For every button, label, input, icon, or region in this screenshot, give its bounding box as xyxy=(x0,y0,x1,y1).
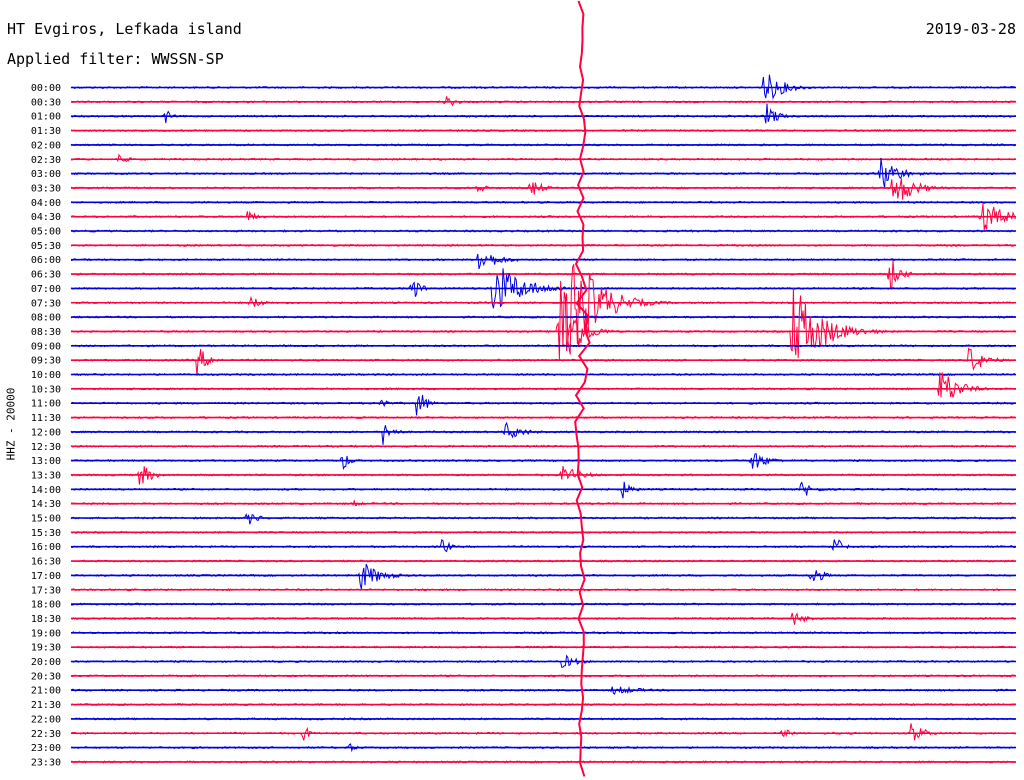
trace-line xyxy=(70,74,1016,100)
hour-tick-label: 23:30 xyxy=(31,757,61,768)
trace-line xyxy=(70,103,1016,124)
hour-tick-label: 02:30 xyxy=(31,155,61,166)
hour-tick-label: 17:00 xyxy=(31,571,61,582)
hour-tick-label: 20:30 xyxy=(31,671,61,682)
trace-line xyxy=(70,178,1016,200)
hour-tick-label: 01:30 xyxy=(31,126,61,137)
hour-tick-label: 05:00 xyxy=(31,227,61,238)
station-title: HT Evgiros, Lefkada island xyxy=(7,20,242,38)
trace-line xyxy=(71,280,1016,360)
trace-line xyxy=(70,253,1016,270)
hour-tick-label: 03:00 xyxy=(31,169,61,180)
hour-tick-label: 18:30 xyxy=(31,614,61,625)
hour-tick-label: 12:30 xyxy=(31,442,61,453)
hour-tick-label: 19:30 xyxy=(31,643,61,654)
trace-line xyxy=(70,563,1016,590)
hour-tick-label: 13:00 xyxy=(31,456,61,467)
trace-line xyxy=(70,539,1016,553)
record-date: 2019-03-28 xyxy=(925,20,1016,38)
hour-tick-label: 19:00 xyxy=(31,628,61,639)
hour-tick-label: 04:30 xyxy=(31,212,61,223)
hour-tick-label: 14:30 xyxy=(31,499,61,510)
hour-tick-label: 07:30 xyxy=(31,298,61,309)
hour-tick-label: 21:30 xyxy=(31,700,61,711)
trace-line xyxy=(70,394,1016,416)
hour-tick-label: 11:00 xyxy=(31,399,61,410)
hour-tick-label: 22:00 xyxy=(31,714,61,725)
trace-line xyxy=(71,347,1016,376)
hour-tick-label: 00:30 xyxy=(31,97,61,108)
hour-tick-label: 09:00 xyxy=(31,341,61,352)
hour-tick-label: 07:00 xyxy=(31,284,61,295)
trace-line xyxy=(70,96,1016,107)
hour-tick-label: 20:00 xyxy=(31,657,61,668)
hour-tick-label: 22:30 xyxy=(31,729,61,740)
hour-tick-label: 17:30 xyxy=(31,585,61,596)
hour-tick-label: 04:00 xyxy=(31,198,61,209)
hour-tick-label: 10:00 xyxy=(31,370,61,381)
hour-tick-label: 01:00 xyxy=(31,112,61,123)
trace-line xyxy=(70,512,1016,525)
hour-tick-label: 06:00 xyxy=(31,255,61,266)
hour-tick-label: 06:30 xyxy=(31,270,61,281)
hour-tick-label: 15:00 xyxy=(31,514,61,525)
trace-line xyxy=(70,723,1016,741)
hour-tick-label: 13:30 xyxy=(31,470,61,481)
hour-tick-label: 10:30 xyxy=(31,384,61,395)
hour-tick-label: 16:00 xyxy=(31,542,61,553)
large-event-spike xyxy=(574,0,591,777)
hour-tick-label: 09:30 xyxy=(31,356,61,367)
trace-line xyxy=(70,372,1016,398)
trace-line xyxy=(70,264,1016,355)
hour-tick-label: 00:00 xyxy=(31,83,61,94)
hour-tick-label: 05:30 xyxy=(31,241,61,252)
hour-tick-label: 23:00 xyxy=(31,743,61,754)
trace-line xyxy=(70,421,1016,445)
hour-tick-label: 18:00 xyxy=(31,600,61,611)
hour-tick-label: 14:00 xyxy=(31,485,61,496)
hour-tick-labels: 00:00 00:30 01:00 01:30 02:00 02:30 03:00 03:30… xyxy=(31,83,61,768)
hour-tick-label: 08:30 xyxy=(31,327,61,338)
hour-tick-label: 03:30 xyxy=(31,183,61,194)
hour-tick-label: 08:00 xyxy=(31,313,61,324)
seismic-traces xyxy=(70,0,1016,777)
filter-label: Applied filter: WWSSN-SP xyxy=(7,50,224,68)
hour-tick-label: 12:00 xyxy=(31,427,61,438)
channel-label: HHZ - 20000 xyxy=(4,387,18,461)
hour-tick-label: 11:30 xyxy=(31,413,61,424)
trace-line xyxy=(70,153,1016,163)
hour-tick-label: 21:00 xyxy=(31,686,61,697)
hour-tick-label: 02:00 xyxy=(31,140,61,151)
hour-tick-label: 16:30 xyxy=(31,557,61,568)
hour-tick-label: 15:30 xyxy=(31,528,61,539)
